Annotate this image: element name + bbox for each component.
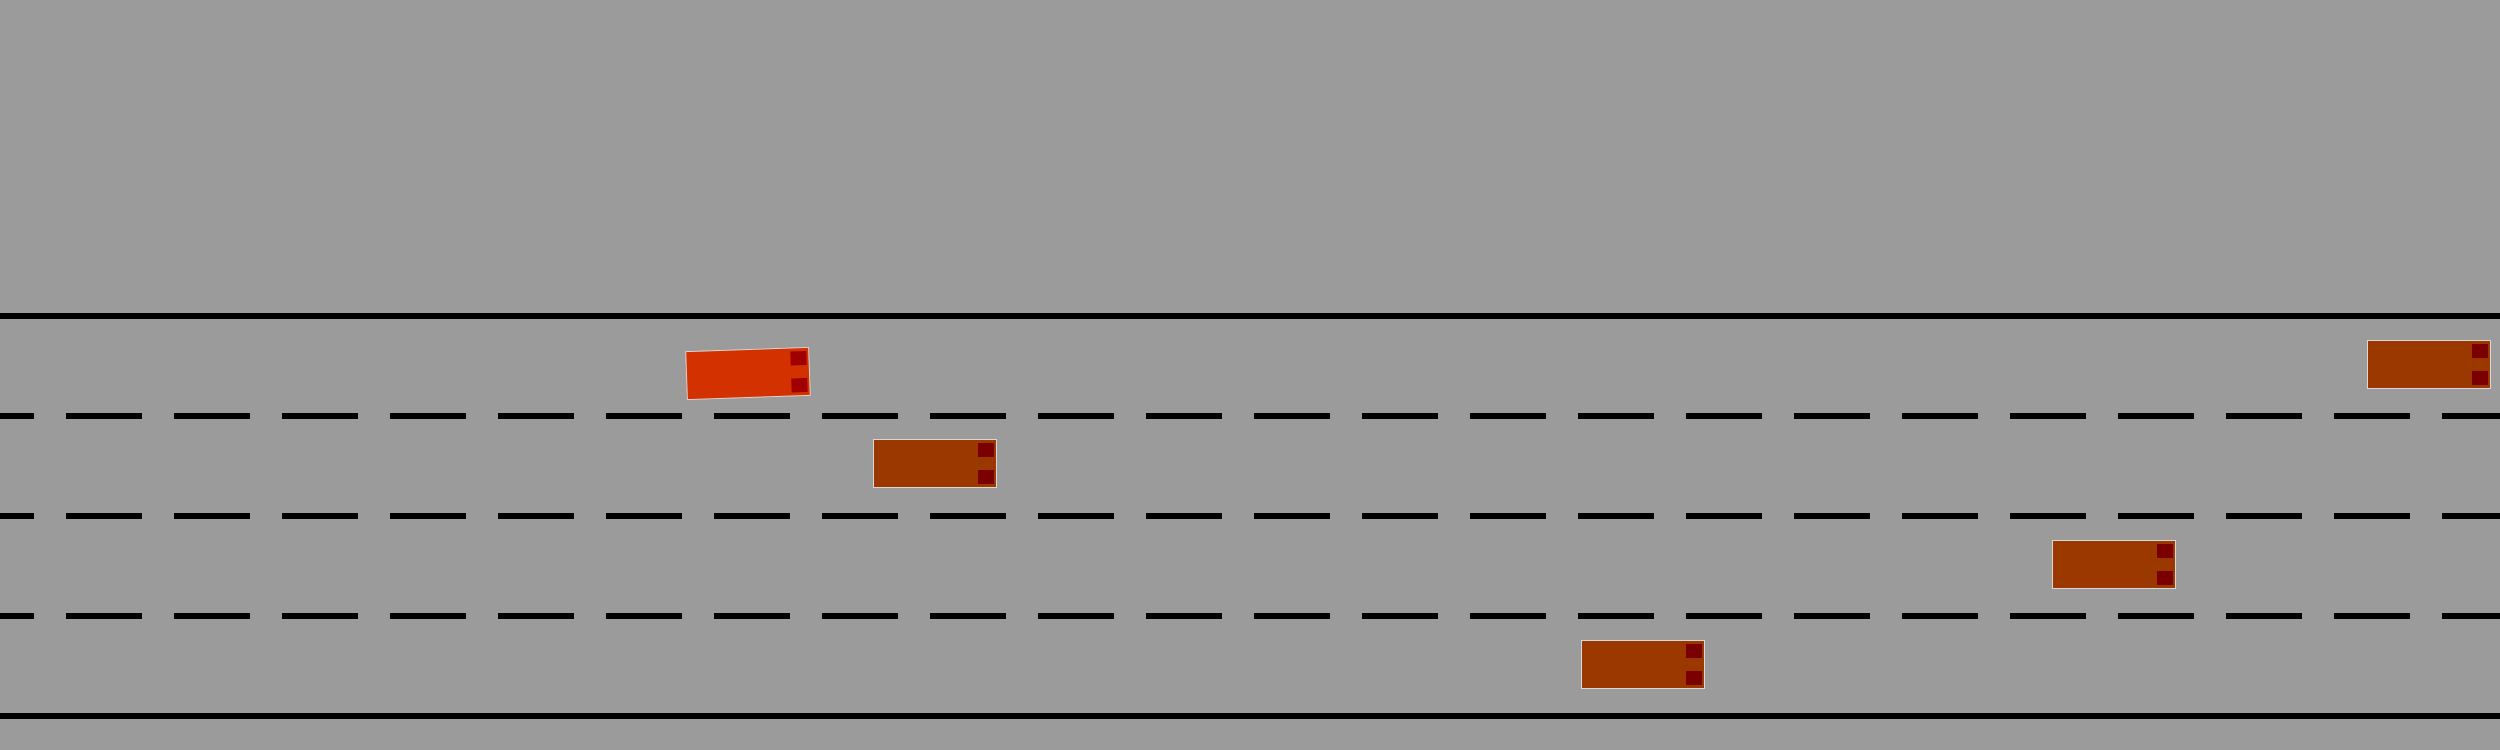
tail-light-icon [1686, 644, 1702, 658]
tail-light-icon [790, 350, 807, 366]
road-edge-bottom [0, 713, 2500, 719]
tail-light-icon [2157, 571, 2173, 585]
tail-light-icon [2472, 344, 2488, 358]
traffic-vehicle [1581, 640, 1705, 689]
tail-light-icon [978, 470, 994, 484]
lane-divider-2 [0, 513, 2500, 519]
tail-light-icon [2472, 371, 2488, 385]
traffic-vehicle [2052, 540, 2176, 589]
road-edge-top [0, 313, 2500, 319]
tail-light-icon [978, 443, 994, 457]
ego-vehicle [685, 346, 811, 401]
traffic-vehicle [873, 439, 997, 488]
lane-divider-3 [0, 613, 2500, 619]
traffic-vehicle [2367, 340, 2491, 389]
lane-divider-1 [0, 413, 2500, 419]
tail-light-icon [791, 377, 808, 393]
tail-light-icon [2157, 544, 2173, 558]
tail-light-icon [1686, 671, 1702, 685]
